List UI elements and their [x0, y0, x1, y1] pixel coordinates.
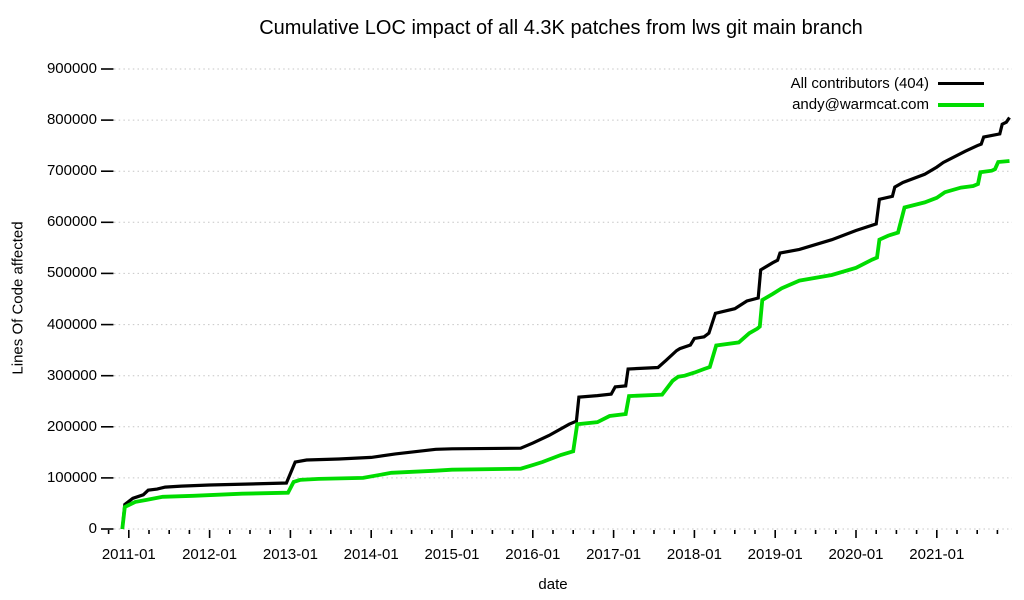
- legend: All contributors (404) andy@warmcat.com: [791, 74, 984, 114]
- y-tick-label: 400000: [46, 315, 97, 333]
- legend-line-sample-all-contributors: [938, 82, 984, 85]
- y-tick-label: 900000: [46, 60, 97, 77]
- x-tick-label: 2016-01: [505, 546, 561, 563]
- y-tick-label: 500000: [46, 264, 97, 282]
- legend-label-andy: andy@warmcat.com: [792, 96, 929, 113]
- legend-line-sample-andy: [938, 102, 984, 107]
- legend-label-all-contributors: All contributors (404): [790, 75, 929, 92]
- series-line-1: [120, 159, 1010, 530]
- x-tick-label: 2019-01: [747, 546, 803, 563]
- x-tick-label: 2014-01: [343, 546, 399, 563]
- x-axis-title: date: [538, 576, 568, 593]
- y-tick-label: 300000: [46, 366, 97, 384]
- chart-title: Cumulative LOC impact of all 4.3K patche…: [259, 17, 863, 39]
- y-tick-label: 800000: [46, 111, 97, 129]
- y-axis-title: Lines Of Code affected: [9, 221, 27, 375]
- x-tick-label: 2017-01: [586, 546, 642, 563]
- x-tick-label: 2015-01: [424, 546, 480, 563]
- x-tick-label: 2013-01: [262, 546, 318, 563]
- y-tick-label: 600000: [46, 213, 97, 231]
- x-tick-label: 2011-01: [101, 546, 156, 563]
- x-tick-label: 2021-01: [909, 546, 965, 563]
- y-tick-label: 0: [88, 520, 97, 537]
- legend-row-all-contributors: All contributors (404): [791, 74, 984, 93]
- y-tick-label: 700000: [46, 162, 97, 180]
- x-tick-label: 2020-01: [828, 546, 884, 563]
- legend-row-andy: andy@warmcat.com: [791, 95, 984, 114]
- series-line-0: [120, 116, 1011, 530]
- y-tick-label: 200000: [46, 417, 97, 435]
- y-tick-label: 100000: [46, 468, 97, 486]
- x-tick-label: 2018-01: [666, 546, 722, 563]
- x-tick-label: 2012-01: [182, 546, 238, 563]
